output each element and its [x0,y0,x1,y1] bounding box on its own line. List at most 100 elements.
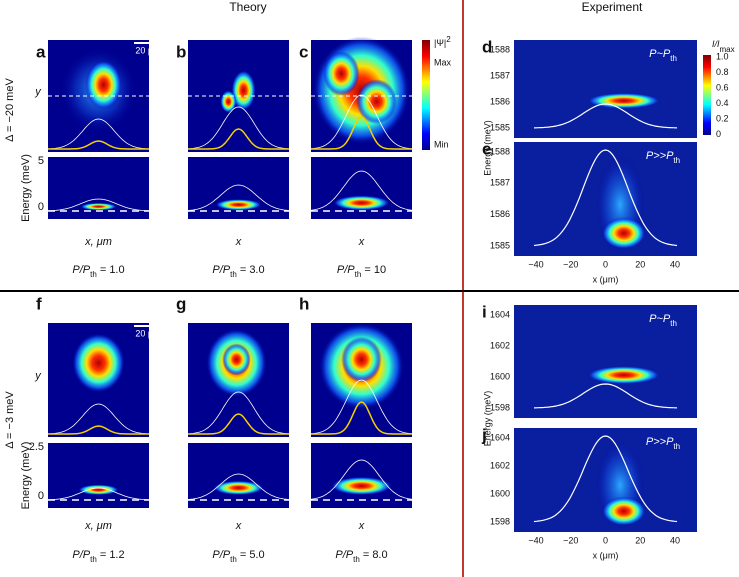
profile-curve [187,473,290,500]
tick-label: −40 [528,535,543,545]
scale-bar-label: 20 μm [135,328,160,338]
panel-label: j [481,425,487,444]
power-ratio: P/Pth = 1.2 [72,549,124,564]
text-part: th [230,555,237,564]
text-part: P/P [72,549,90,561]
colorbar-label: 0 [716,129,721,139]
profile-curve [187,106,290,150]
tick-label: 40 [670,535,680,545]
text-part: = 1.0 [97,264,125,276]
tick-label: 1600 [490,488,510,498]
annotation: P>>Pth [646,436,680,451]
profile-curve [310,379,413,435]
axis-title: x [235,520,242,532]
tick-label: 1585 [490,240,510,250]
tick-label: 40 [670,259,680,269]
tick-label: 20 [635,259,645,269]
text-part: th [90,270,97,279]
panel-label: i [482,302,487,321]
text-part: P>>P [646,150,674,162]
annotation: P~Pth [649,48,677,63]
colorbar-label: Min [434,139,449,149]
tick-label: 1600 [490,371,510,381]
panel-label: e [482,139,491,158]
panel-label: d [482,37,492,56]
profile-curve [187,184,290,211]
profile-curve [533,149,678,247]
text-part: th [673,156,680,165]
text-part: I/I [712,39,720,49]
colorbar-title: I/Imax [712,39,735,53]
heatmap [311,443,412,508]
tick-label: −20 [563,259,578,269]
text-part: P/P [72,264,90,276]
tick-label: 0 [38,201,44,213]
heat-blob [231,70,256,111]
heat-blob [356,79,397,124]
text-part: P~P [649,48,671,60]
profile-curve [188,413,289,435]
heat-blob [587,92,661,109]
profile-curve [188,128,289,150]
tick-label: 5 [38,155,44,167]
colorbar-label: 0.6 [716,82,729,92]
profile-curve [533,435,678,523]
colorbar-label: Max [434,57,452,67]
text-part: = 10 [361,264,386,276]
power-ratio: P/Pth = 1.0 [72,264,124,279]
profile-curve [310,459,413,500]
panel-label: f [36,294,42,313]
heat-blob [323,51,360,96]
colorbar-label: 0.2 [716,113,729,123]
row-label: Δ = −3 meV [4,391,16,449]
axis-title: x (μm) [593,550,619,560]
scale-bar-label: 20 μm [135,45,160,55]
profile-curve [48,118,149,150]
axis-title: y [34,370,42,382]
text-part: th [355,270,362,279]
axis-title: x [358,520,365,532]
tick-label: 20 [635,535,645,545]
colorbar-label: 0.4 [716,98,729,108]
profile-curve [311,401,412,435]
text-part: P/P [212,549,230,561]
profile-curve [48,425,149,435]
profile-curve [533,383,678,409]
text-part: P/P [337,264,355,276]
heat-blob [333,195,390,211]
text-part: th [673,442,680,451]
panel-label: g [176,294,186,313]
axis-title: x [358,236,365,248]
heat-blob [341,336,382,383]
power-ratio: P/Pth = 5.0 [212,549,264,564]
power-ratio: P/Pth = 3.0 [212,264,264,279]
heat-blob [72,333,125,393]
tick-label: 1602 [490,460,510,470]
annotation: P~Pth [649,313,677,328]
annotation: P>>Pth [646,150,680,165]
colorbar [703,55,711,135]
text-part: 2 [446,35,451,44]
tick-label: −20 [563,535,578,545]
text-part: th [353,555,360,564]
text-part: P/P [212,264,230,276]
colorbar-title: |Ψ|2 [434,35,451,49]
tick-label: 1588 [490,146,510,156]
tick-label: 1602 [490,340,510,350]
panel-label: a [36,42,46,61]
axis-title: x, μm [84,236,112,248]
heat-blob [213,480,264,495]
axis-title: Energy (meV) [20,442,32,510]
text-part: P/P [335,549,353,561]
colorbar [422,40,430,150]
text-part: th [90,555,97,564]
tick-label: 1587 [490,70,510,80]
axis-title: Energy (meV) [482,120,492,176]
heat-blob [601,217,646,250]
profile-curve [311,116,412,150]
text-part: th [670,54,677,63]
tick-label: 1587 [490,178,510,188]
text-part: = 3.0 [237,264,265,276]
heatmap [514,40,697,138]
